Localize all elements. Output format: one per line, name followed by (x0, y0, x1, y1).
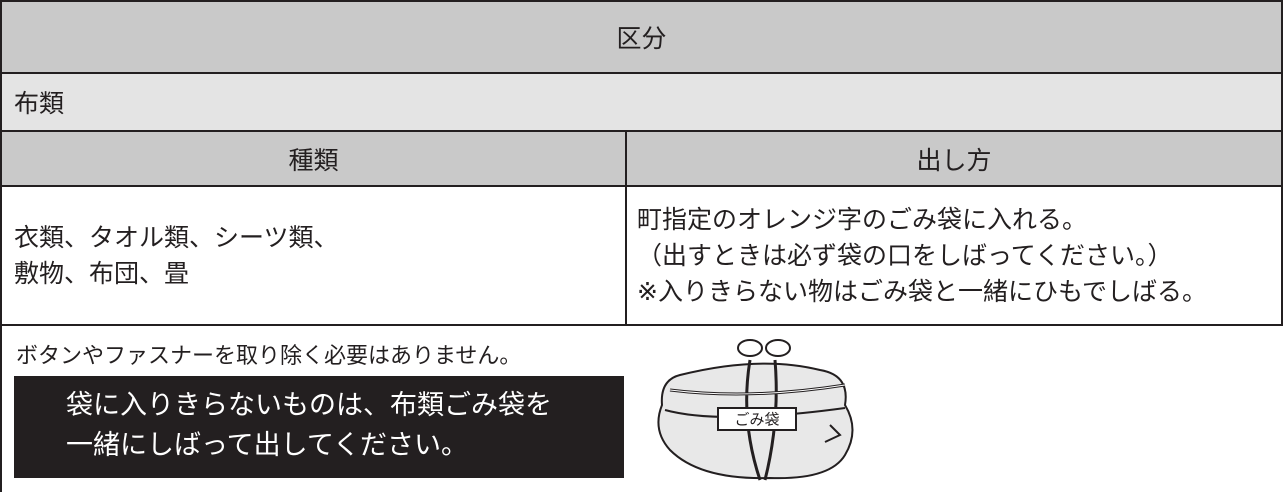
table-cell: 衣類、タオル類、シーツ類、 敷物、布団、畳 (0, 185, 627, 326)
label-tag (717, 407, 797, 431)
category-cell: 布類 (0, 72, 1283, 132)
cell-line: 敷物、布団、畳 (14, 258, 190, 288)
border (0, 324, 2, 492)
knot (765, 339, 791, 357)
header-cell: 区分 (0, 0, 1283, 74)
notice-box: 袋に入りきらないものは、布類ごみ袋を 一緒にしばって出してください。 (14, 376, 624, 478)
column-header: 出し方 (625, 130, 1283, 187)
illustration: ごみ袋 (657, 339, 854, 481)
notice-line: 一緒にしばって出してください。 (66, 430, 469, 461)
cell-line: ※入りきらない物はごみ袋と一緒にひもでしばる。 (637, 276, 1207, 306)
cell-line: （出すときは必ず袋の口をしばってください。） (637, 240, 1173, 270)
table-cell: 町指定のオレンジ字のごみ袋に入れる。 （出すときは必ず袋の口をしばってください。… (625, 185, 1283, 326)
cell-line: 町指定のオレンジ字のごみ袋に入れる。 (637, 204, 1088, 234)
fold (824, 424, 842, 443)
notice-line: 袋に入りきらないものは、布類ごみ袋を (66, 390, 552, 421)
string (669, 384, 846, 395)
cell-line: 衣類、タオル類、シーツ類、 (14, 222, 339, 252)
bag-label: ごみ袋 (734, 411, 779, 429)
note: ボタンやファスナーを取り除く必要はありません。 (16, 344, 522, 369)
knot (737, 339, 763, 357)
column-header: 種類 (0, 130, 627, 187)
